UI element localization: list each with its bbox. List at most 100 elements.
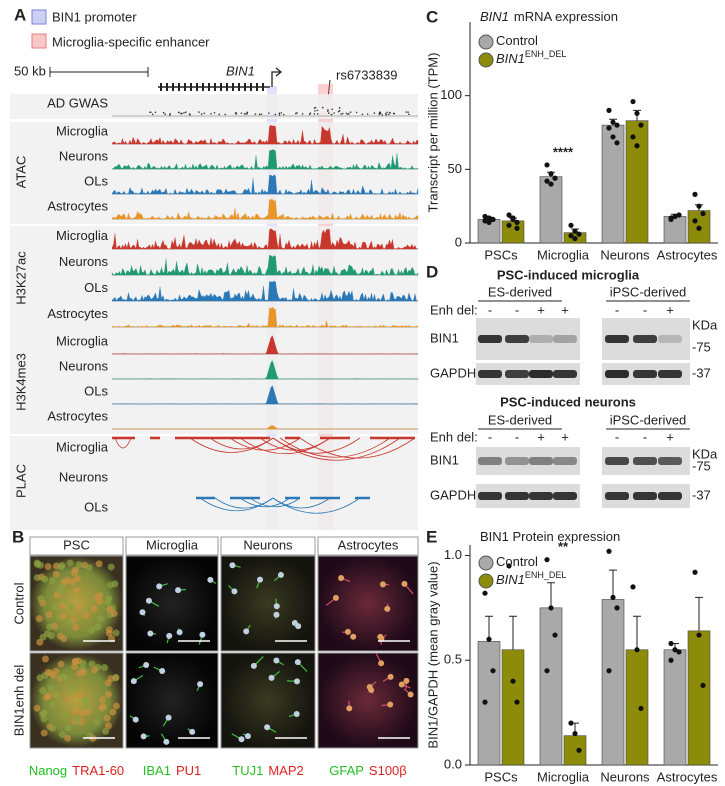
data-point (486, 219, 492, 225)
gwas-dot (274, 113, 277, 116)
cell (109, 708, 117, 716)
cell (165, 714, 172, 721)
track-label: Neurons (59, 148, 109, 163)
track-label: OLs (84, 383, 108, 398)
data-point (552, 632, 558, 638)
data-point (676, 649, 682, 655)
y-tick-label: 0.0 (444, 756, 462, 771)
exon (214, 83, 216, 91)
cell (72, 623, 80, 631)
lane-symbol: + (537, 429, 545, 444)
cell (176, 629, 183, 636)
cell (268, 674, 275, 681)
band (478, 492, 502, 500)
stain-label: Nanog TRA1-60 (29, 763, 124, 778)
plac-loop (239, 437, 331, 455)
cell (384, 605, 391, 612)
cell (57, 660, 65, 668)
cell (94, 623, 102, 631)
signal-track (111, 280, 419, 302)
exon (208, 83, 210, 91)
gwas-dot (164, 113, 167, 115)
bar (501, 649, 525, 766)
cell (231, 588, 238, 595)
gwas-dot (378, 113, 381, 115)
micrograph (220, 652, 316, 749)
cell (58, 731, 66, 739)
data-point (668, 216, 674, 223)
track-bg (10, 94, 418, 119)
column-header: Microglia (146, 537, 199, 552)
data-point (482, 218, 488, 224)
gwas-dot (185, 111, 187, 114)
data-point (614, 605, 620, 611)
group-label: H3K27ac (13, 251, 28, 305)
cell (156, 583, 163, 590)
cell (350, 633, 357, 640)
gwas-dot (200, 113, 203, 115)
cell (59, 602, 67, 610)
data-point (672, 647, 678, 653)
cell (106, 605, 114, 613)
gwas-dot (331, 108, 333, 111)
micrograph (317, 652, 419, 749)
error-bar (509, 615, 517, 650)
cell (387, 673, 394, 680)
legend-name: Control (496, 554, 538, 569)
gwas-dot (327, 112, 330, 114)
cell (52, 570, 60, 578)
cell (49, 724, 57, 732)
cell (243, 628, 250, 635)
gwas-dot (203, 112, 206, 115)
cell (70, 684, 78, 692)
cell (69, 578, 77, 586)
band (553, 457, 577, 465)
cell (264, 724, 271, 731)
cell (67, 603, 75, 611)
gwas-dot (278, 112, 281, 115)
data-point (696, 632, 702, 638)
legend-swatch (31, 33, 47, 49)
gwas-dot (385, 114, 388, 116)
x-tick-label: Microglia (537, 247, 590, 262)
exon (202, 83, 204, 91)
gwas-dot (213, 112, 216, 114)
cell (44, 563, 52, 571)
cell (159, 668, 166, 675)
cell (60, 674, 68, 682)
cell (90, 604, 98, 612)
signal-track (111, 228, 419, 250)
lane-title: Enh del: (430, 429, 478, 444)
data-point (606, 125, 612, 131)
legend-name: BIN1 (496, 51, 525, 66)
data-point (510, 216, 516, 223)
cell (344, 628, 351, 635)
plac-loop (239, 497, 291, 508)
cell (73, 586, 81, 594)
gwas-dot (168, 114, 171, 116)
band (553, 370, 577, 378)
data-point (638, 122, 644, 128)
track-bg (10, 122, 418, 224)
gwas-dot (149, 111, 152, 114)
track-label: Microglia (56, 228, 109, 243)
gwas-dot (245, 113, 248, 115)
error-bar (609, 569, 617, 600)
exon (238, 83, 240, 91)
data-point (506, 222, 512, 228)
bar (625, 120, 649, 244)
cell (46, 623, 54, 631)
track-bg (10, 436, 418, 530)
gwas-dot (348, 112, 350, 115)
signal-track (111, 174, 419, 195)
stain-green: TUJ1 (232, 763, 263, 778)
gwas-dot (179, 112, 182, 115)
plac-loop (299, 437, 416, 459)
track-bg (10, 332, 418, 434)
cell (51, 603, 59, 611)
data-point (548, 171, 554, 177)
data-point (568, 222, 574, 228)
lane-symbol: + (666, 302, 674, 317)
data-point (482, 699, 488, 705)
track-label: AD GWAS (47, 95, 108, 110)
